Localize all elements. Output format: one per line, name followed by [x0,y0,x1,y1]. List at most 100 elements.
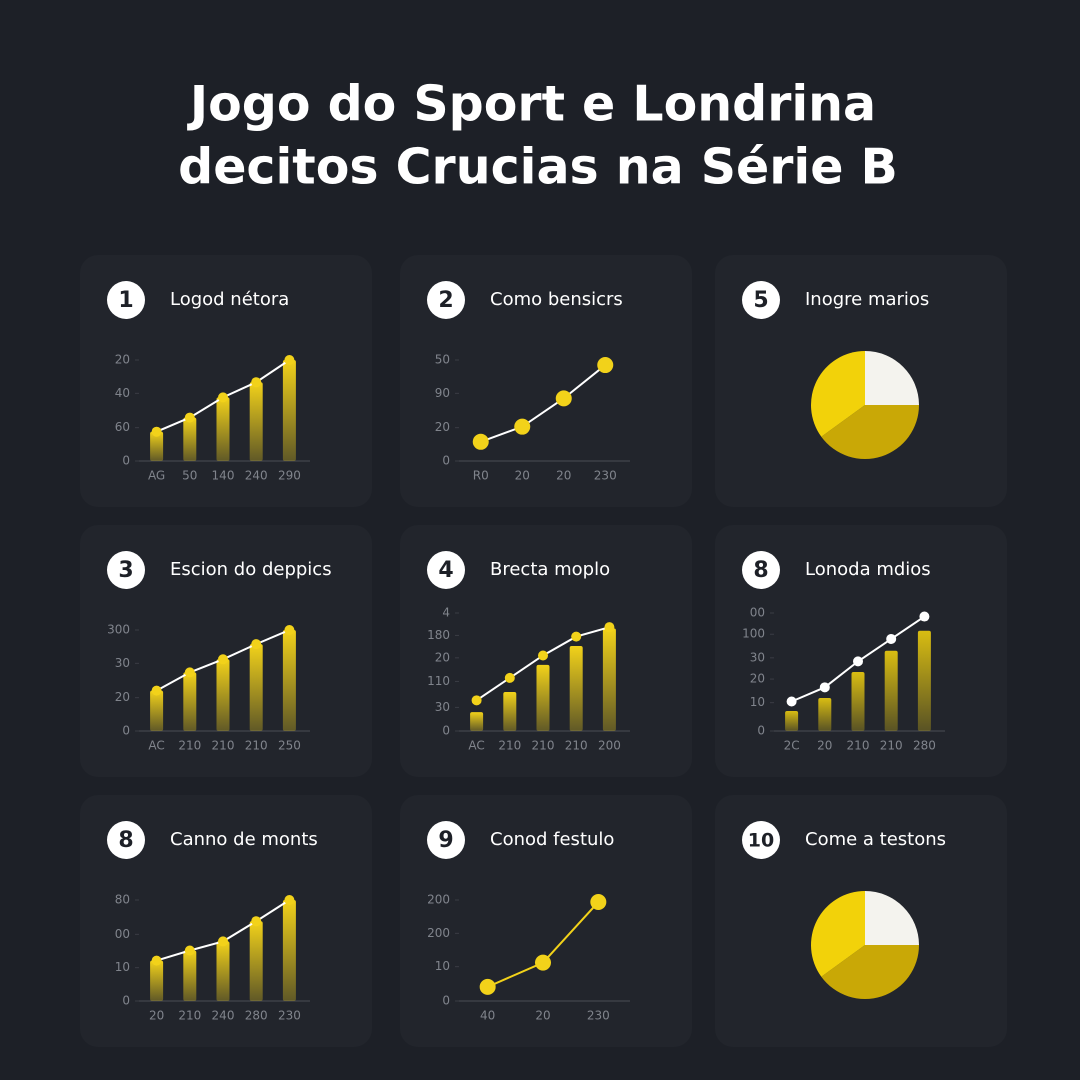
x-tick-label: 290 [278,469,301,483]
title-line: decitos Crucias na Série B [178,139,898,196]
marker [535,954,551,971]
y-tick-label: 60 [115,420,130,434]
x-tick-label: 240 [245,469,268,483]
panel-title: Logod nétora [170,289,289,310]
panel-title: Canno de monts [170,829,318,850]
marker [151,685,162,696]
y-tick-label: 40 [115,386,130,400]
x-tick-label: 210 [880,739,903,753]
pie-slice [865,891,919,945]
bar [183,417,197,461]
bar [150,960,164,1001]
panel-title: Escion do deppics [170,559,332,580]
marker [151,955,162,966]
marker [590,894,607,911]
badge-circle [427,821,465,859]
badge-number: 8 [118,828,133,853]
marker [571,631,582,642]
bar [249,644,263,731]
badge-circle [742,821,780,859]
y-tick-label: 20 [750,672,765,686]
pie-slice [821,405,919,459]
y-tick-label: 0 [122,994,130,1008]
x-tick-label: 20 [535,1009,550,1023]
bar [282,360,296,461]
y-tick-label: 30 [750,650,765,664]
pie-slice [811,351,865,437]
marker [472,433,489,450]
x-tick-label: 210 [498,739,521,753]
panel-title: Inogre marios [805,289,929,310]
bar [150,431,164,461]
panel-title: Como bensicrs [490,289,623,310]
y-tick-label: 200 [427,926,450,940]
badge-circle [427,281,465,319]
bar [536,664,550,731]
y-tick-label: 200 [427,893,450,907]
pie-slice [821,945,919,999]
marker [919,611,930,622]
pie-slice [865,351,919,405]
badge-circle [427,551,465,589]
x-tick-label: 210 [178,1009,201,1023]
x-tick-label: 280 [245,1009,268,1023]
y-tick-label: 4 [442,606,450,620]
y-tick-label: 300 [107,623,130,637]
line [480,364,606,443]
y-tick-label: 0 [442,724,450,738]
panel-title: Come a testons [805,829,946,850]
panel-title: Conod festulo [490,829,614,850]
x-tick-label: 20 [515,469,530,483]
card [400,255,692,507]
bar [150,690,164,731]
x-tick-label: 200 [598,739,621,753]
bar [216,659,230,731]
y-tick-label: 10 [750,695,765,709]
badge-circle [107,281,145,319]
marker [184,945,195,956]
badge-number: 3 [118,558,133,583]
marker [151,426,162,437]
x-tick-label: 210 [565,739,588,753]
x-tick-label: 250 [278,739,301,753]
bar [249,921,263,1001]
y-tick-label: 20 [115,690,130,704]
y-tick-label: 30 [435,700,450,714]
x-tick-label: 230 [587,1009,610,1023]
y-tick-label: 0 [442,994,450,1008]
marker [251,916,262,927]
x-tick-label: 2C [784,739,800,753]
marker [184,412,195,423]
x-tick-label: AC [468,739,484,753]
panel-title: Lonoda mdios [805,559,931,580]
bar [183,950,197,1001]
marker [538,650,548,661]
marker [786,696,797,707]
x-tick-label: 210 [847,739,870,753]
y-tick-label: 100 [742,627,765,641]
y-tick-label: 00 [750,606,765,620]
x-tick-label: 210 [212,739,235,753]
card [400,795,692,1047]
badge-circle [107,821,145,859]
bar [602,628,616,731]
badge-number: 5 [753,288,768,313]
bar [470,712,484,731]
bar [282,630,296,731]
x-tick-label: AG [148,469,165,483]
bar [249,382,263,461]
x-tick-label: 140 [212,469,235,483]
x-tick-label: 20 [817,739,832,753]
y-tick-label: 00 [115,927,130,941]
y-tick-label: 20 [435,650,450,664]
marker [819,682,830,693]
marker [604,622,615,633]
x-tick-label: R0 [473,469,489,483]
marker [886,633,897,644]
x-tick-label: 210 [532,739,555,753]
x-tick-label: 210 [178,739,201,753]
x-tick-label: 40 [480,1009,495,1023]
badge-number: 2 [438,288,453,313]
marker [218,392,228,403]
